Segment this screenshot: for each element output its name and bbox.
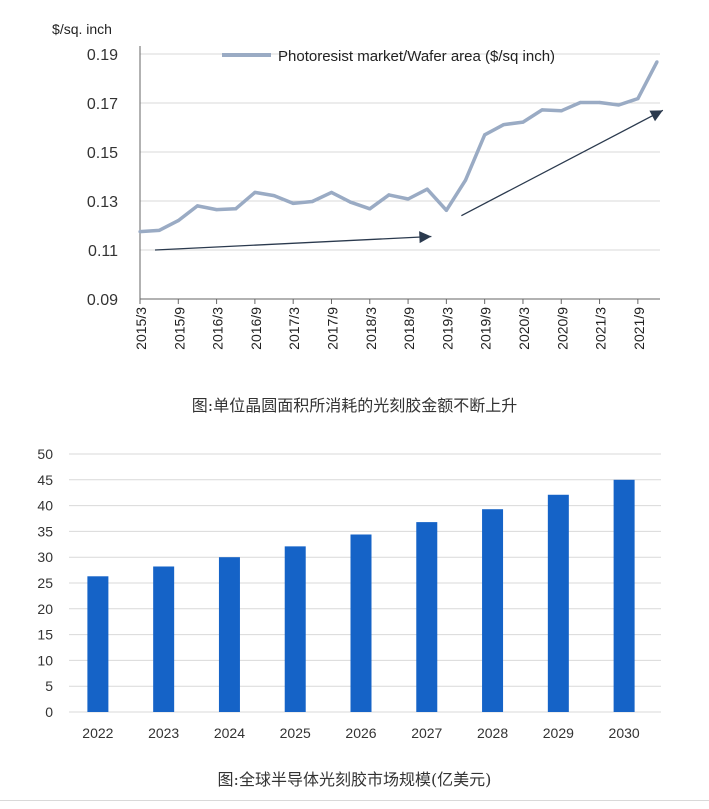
- chart2-x-tick-label: 2028: [477, 725, 508, 741]
- chart2-x-tick-label: 2026: [345, 725, 376, 741]
- chart1-x-tick-label: 2017/9: [324, 307, 340, 350]
- chart2-x-tick-label: 2027: [411, 725, 442, 741]
- chart2-y-tick-label: 45: [37, 472, 53, 488]
- chart1-x-tick-label: 2018/3: [363, 307, 379, 350]
- chart2-bar: [416, 522, 438, 712]
- chart1-x-tick-label: 2021/3: [593, 307, 609, 350]
- chart2-y-tick-label: 25: [37, 575, 53, 591]
- chart1-data-point: [444, 208, 448, 212]
- photoresist-line-chart: 0.09 0.11 0.13 0.15 0.17 0.19 $/sq. inch 2015/3…: [52, 21, 664, 350]
- chart2-x-tick-label: 2030: [609, 725, 640, 741]
- chart1-data-point: [617, 103, 621, 107]
- chart1-data-point: [387, 193, 391, 197]
- chart1-trend-arrow-line: [154, 235, 432, 251]
- chart2-y-tick-label: 15: [37, 627, 53, 643]
- chart1-data-point: [195, 204, 200, 208]
- chart2-y-tick-label: 40: [37, 498, 53, 514]
- chart1-x-tick-label: 2020/9: [554, 307, 570, 350]
- chart1-data-point: [540, 108, 544, 112]
- chart1-data-point: [502, 122, 506, 127]
- chart1-data-point: [234, 207, 238, 211]
- chart1-y-tick-label: 0.09: [87, 292, 118, 309]
- chart1-caption: 图:单位晶圆面积所消耗的光刻胶金额不断上升: [191, 396, 518, 415]
- chart1-x-tick-label: 2016/3: [210, 307, 226, 350]
- chart1-x-tick-label: 2015/3: [133, 307, 149, 350]
- chart1-data-point: [272, 194, 276, 198]
- chart1-trend-arrow-line: [461, 109, 664, 217]
- chart2-y-tick-label: 50: [37, 446, 53, 462]
- chart1-data-point: [406, 197, 410, 201]
- chart1-y-tick-label: 0.19: [87, 47, 118, 64]
- chart1-data-point: [578, 100, 583, 105]
- chart1-data-point: [253, 190, 257, 195]
- chart1-data-point: [655, 60, 659, 64]
- chart2-x-tick-label: 2024: [214, 725, 245, 741]
- chart1-trend-arrow-head: [649, 110, 663, 122]
- chart1-data-point: [138, 230, 142, 234]
- chart2-y-tick-label: 35: [37, 523, 53, 539]
- chart2-x-tick-label: 2023: [148, 725, 179, 741]
- chart2-x-tick-label: 2025: [280, 725, 311, 741]
- chart1-x-tick-label: 2017/3: [286, 307, 302, 350]
- chart1-x-tick-label: 2021/9: [631, 307, 647, 350]
- chart1-y-tick-label: 0.15: [87, 145, 118, 162]
- chart1-x-tick-label: 2018/9: [401, 307, 417, 350]
- chart1-legend-label: Photoresist market/Wafer area ($/sq inch…: [278, 48, 555, 65]
- chart1-data-point: [463, 178, 468, 182]
- chart1-trend-arrow-head: [419, 231, 432, 244]
- chart2-y-tick-label: 30: [37, 549, 53, 565]
- chart2-y-tick-label: 0: [45, 704, 53, 720]
- chart2-bar: [284, 546, 306, 712]
- chart1-data-point: [291, 201, 295, 206]
- chart1-data-point: [176, 219, 180, 223]
- chart2-caption: 图:全球半导体光刻胶市场规模(亿美元): [217, 770, 492, 789]
- chart2-x-tick-label: 2029: [543, 725, 574, 741]
- chart1-data-point: [521, 120, 525, 124]
- chart1-data-point: [368, 207, 372, 211]
- chart1-x-tick-label: 2016/9: [248, 307, 264, 350]
- chart1-data-point: [636, 96, 640, 101]
- chart1-data-point: [597, 100, 602, 105]
- chart2-y-tick-label: 20: [37, 601, 53, 617]
- chart1-y-tick-label: 0.13: [87, 194, 118, 211]
- chart2-bar: [350, 534, 372, 712]
- chart2-y-tick-label: 10: [37, 652, 53, 668]
- chart1-data-point: [559, 109, 563, 113]
- chart1-data-point: [425, 187, 429, 191]
- chart1-data-point: [483, 133, 487, 137]
- bottom-divider: [0, 800, 709, 801]
- chart1-series-line: [139, 60, 659, 234]
- chart1-x-tick-label: 2019/9: [478, 307, 494, 350]
- chart2-bar: [613, 479, 635, 712]
- chart1-x-tick-label: 2020/3: [516, 307, 532, 350]
- chart2-y-tick-label: 5: [45, 678, 53, 694]
- chart1-y-tick-label: 0.11: [88, 243, 118, 260]
- chart1-data-point: [157, 228, 161, 232]
- chart2-bar: [87, 576, 109, 712]
- chart2-bar: [218, 557, 240, 712]
- chart2-bar: [482, 509, 504, 712]
- chart2-x-tick-label: 2022: [82, 725, 113, 741]
- chart1-data-point: [329, 190, 334, 195]
- chart1-y-tick-label: 0.17: [87, 96, 118, 113]
- chart1-data-point: [310, 199, 314, 204]
- chart1-x-tick-label: 2015/9: [171, 307, 187, 350]
- chart1-x-tick-label: 2019/3: [439, 307, 455, 350]
- chart1-data-point: [349, 200, 353, 204]
- chart2-bar: [547, 494, 569, 712]
- chart1-y-axis-label: $/sq. inch: [52, 21, 112, 37]
- chart1-data-point: [214, 207, 219, 212]
- chart2-bar: [153, 566, 175, 712]
